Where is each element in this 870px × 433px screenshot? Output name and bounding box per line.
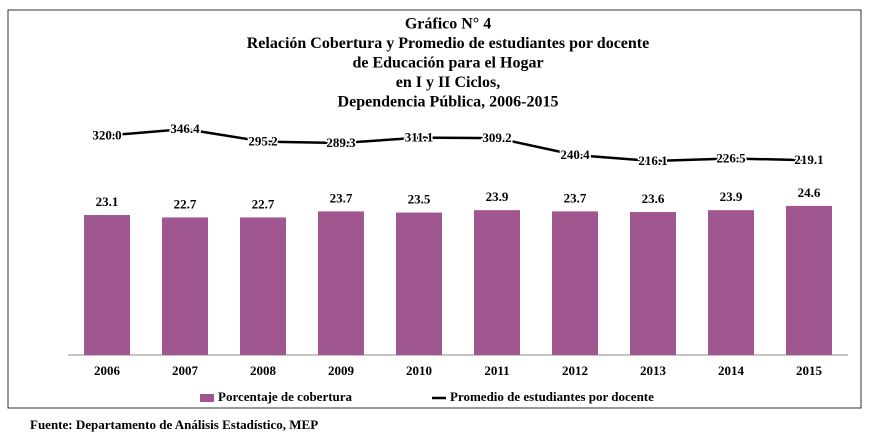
bar	[162, 217, 208, 355]
x-tick-label: 2010	[406, 363, 432, 378]
data-label: 24.6	[798, 185, 821, 200]
x-tick-label: 2013	[640, 363, 667, 378]
bar	[474, 210, 520, 355]
x-tick-label: 2012	[562, 363, 588, 378]
bar	[84, 215, 130, 355]
chart-title: Relación Cobertura y Promedio de estudia…	[247, 35, 649, 52]
x-tick-label: 2007	[172, 363, 199, 378]
chart-title: Dependencia Pública, 2006-2015	[338, 94, 559, 111]
x-tick-label: 2014	[718, 363, 745, 378]
data-label: 346.4	[170, 121, 200, 136]
data-label: 311.1	[405, 130, 434, 145]
data-label: 240.4	[560, 147, 590, 162]
frame	[7, 9, 862, 409]
bar	[396, 212, 442, 355]
legend-label: Promedio de estudiantes por docente	[450, 389, 654, 404]
data-label: 226.5	[716, 150, 746, 165]
bar	[786, 205, 832, 355]
bar	[552, 211, 598, 355]
data-label: 219.1	[794, 152, 823, 167]
bar	[708, 210, 754, 355]
line	[106, 127, 810, 163]
chart-title: de Educación para el Hogar	[352, 55, 543, 72]
source: Fuente: Departamento de Análisis Estadís…	[30, 417, 318, 432]
chart-title: Gráfico N° 4	[405, 16, 491, 33]
data-label: 22.7	[174, 196, 197, 211]
x-tick-label: 2015	[796, 363, 823, 378]
bar	[318, 211, 364, 355]
data-label: 22.7	[252, 196, 275, 211]
data-label: 23.1	[96, 194, 119, 209]
x-tick-label: 2008	[250, 363, 277, 378]
x-tick-label: 2006	[94, 363, 121, 378]
bar	[630, 211, 676, 355]
data-label: 23.7	[330, 190, 353, 205]
x-tick-label: 2011	[484, 363, 509, 378]
data-label: 320.0	[92, 127, 121, 142]
data-label: 23.7	[564, 190, 587, 205]
data-label: 289.3	[326, 135, 356, 150]
legend-label: Porcentaje de cobertura	[218, 389, 353, 404]
data-label: 23.9	[486, 189, 509, 204]
data-label: 309.2	[482, 130, 511, 145]
data-label: 23.9	[720, 189, 743, 204]
data-label: 23.6	[642, 191, 665, 206]
x-tick-label: 2009	[328, 363, 355, 378]
data-label: 216.1	[638, 153, 667, 168]
bar	[240, 217, 286, 355]
chart-title: en I y II Ciclos,	[396, 74, 500, 91]
data-label: 295.2	[248, 134, 277, 149]
legend-swatch	[200, 394, 214, 402]
data-label: 23.5	[408, 192, 431, 207]
